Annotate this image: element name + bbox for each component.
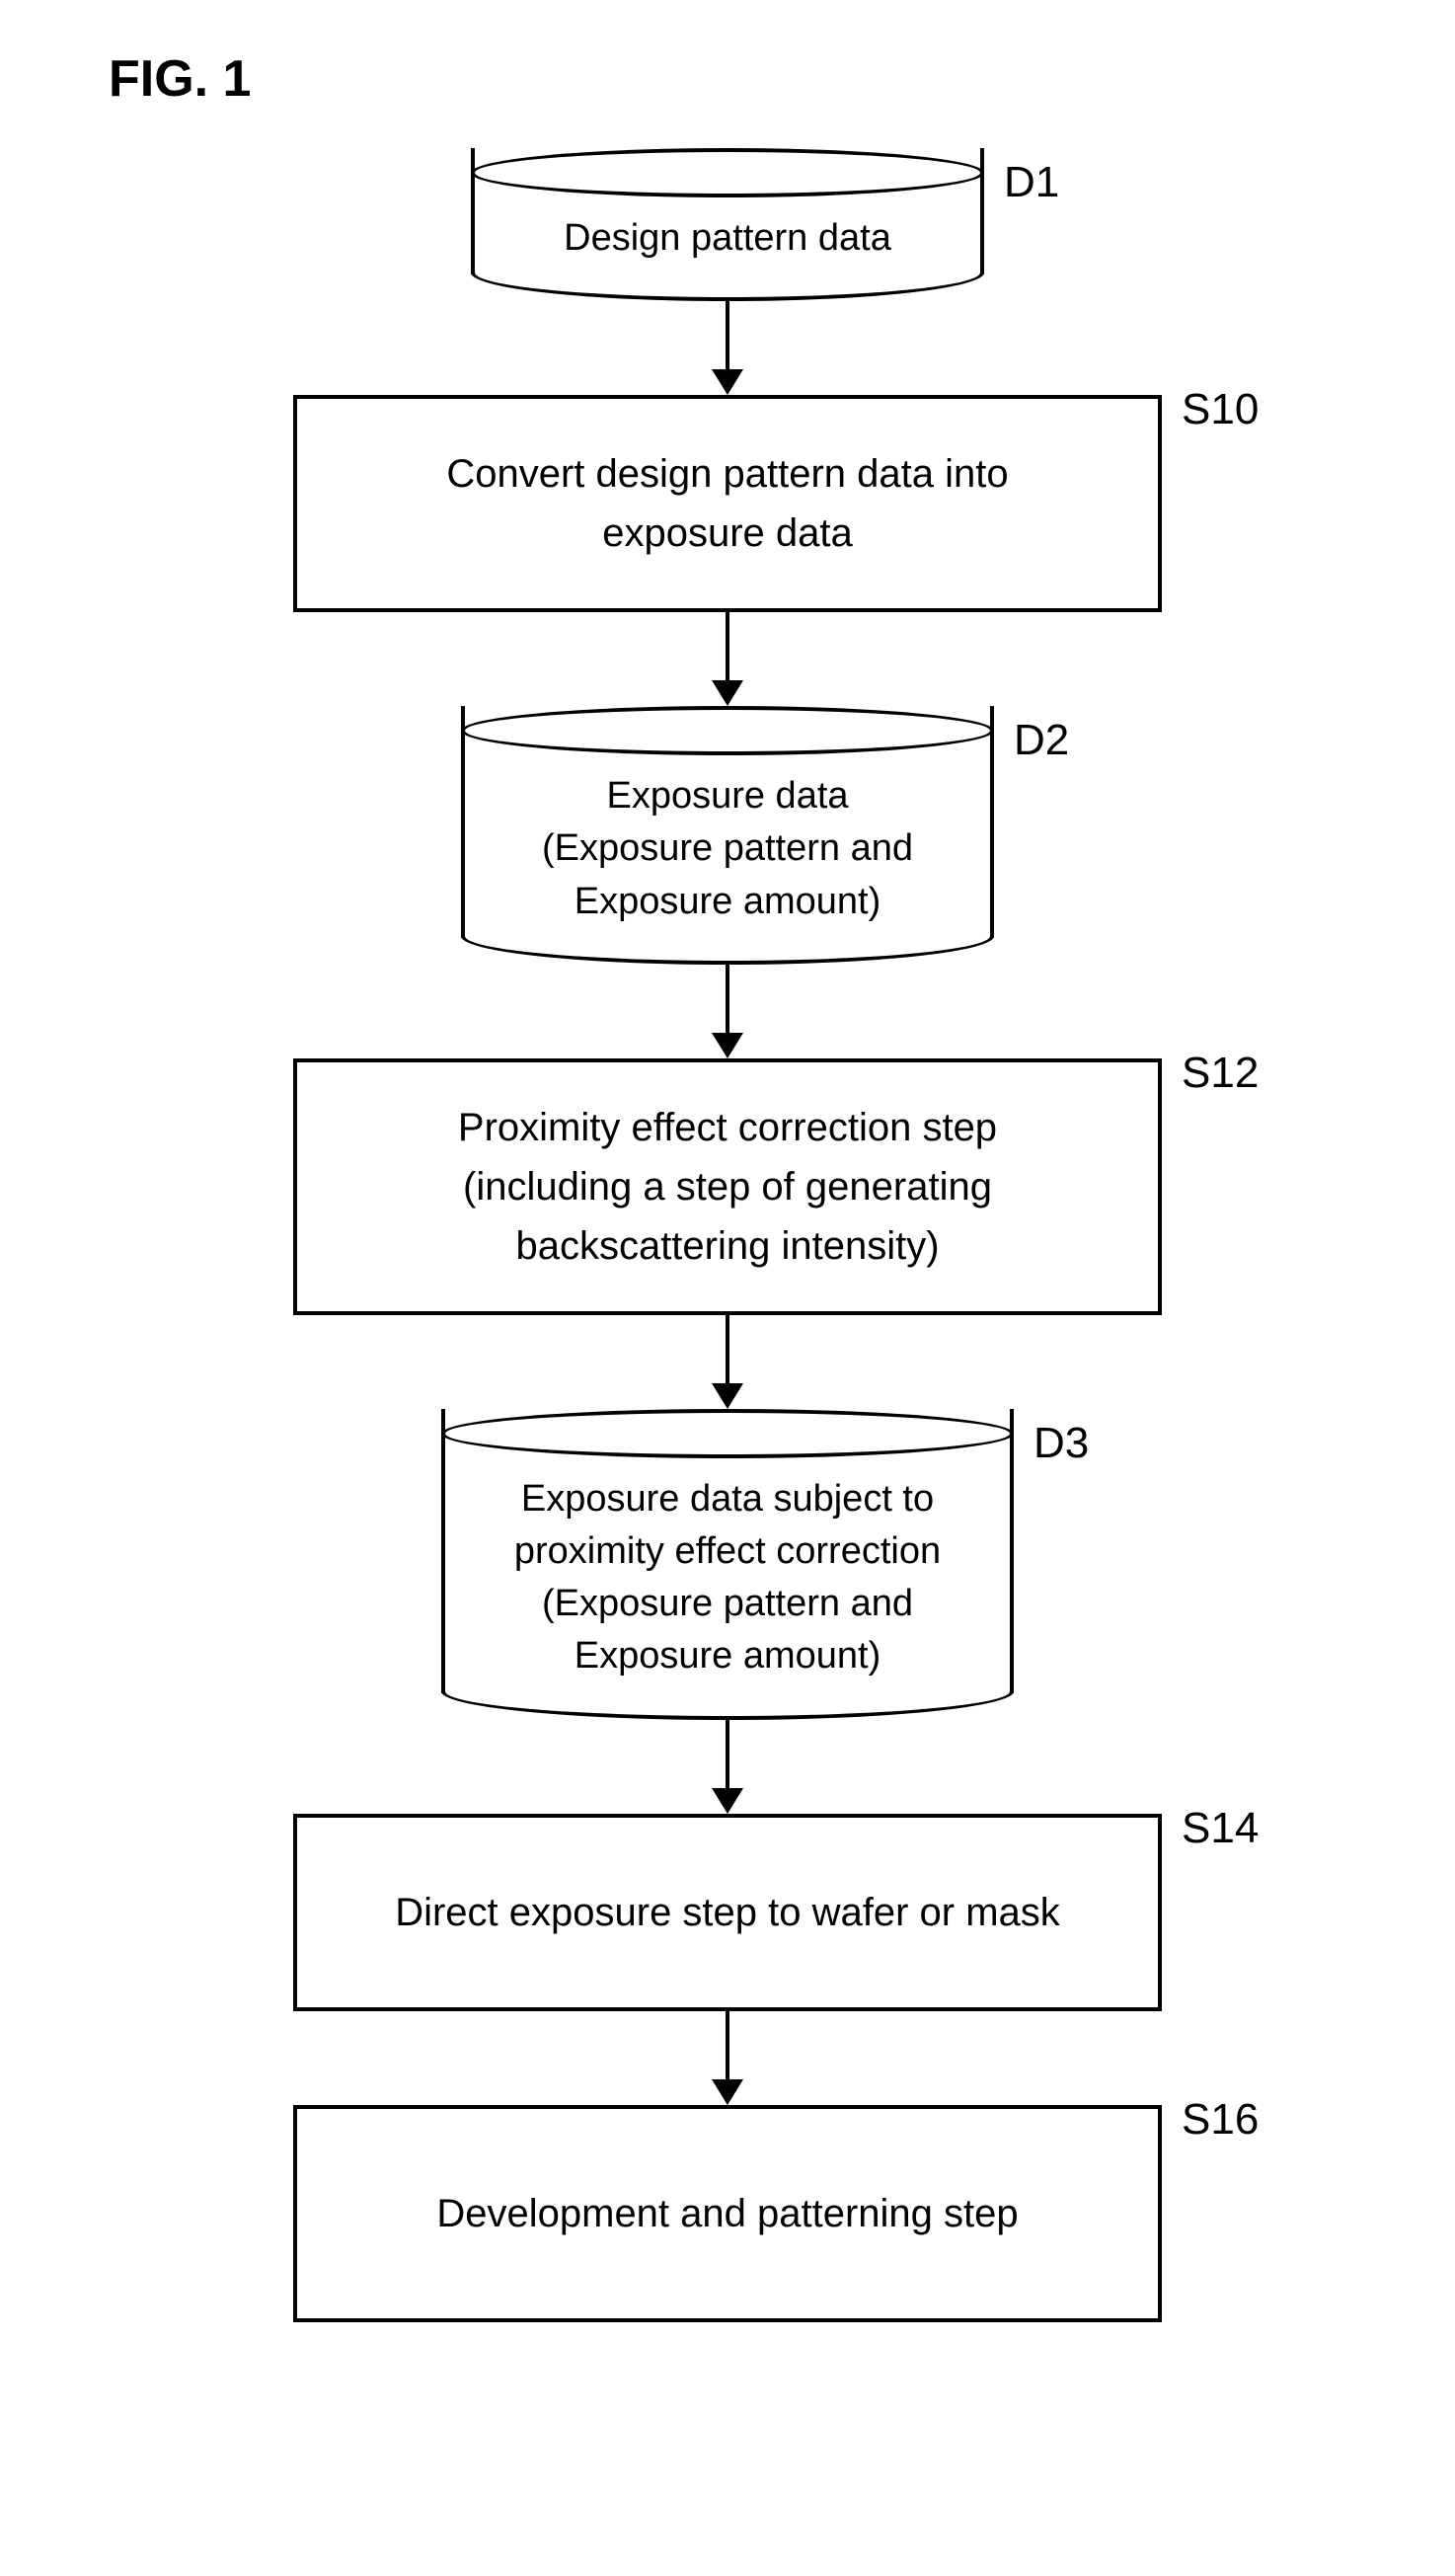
node-label: D3 [1034, 1419, 1089, 1468]
process-node-s10: Convert design pattern data intoexposure… [293, 395, 1162, 612]
node-text-line: Exposure data subject to [521, 1473, 934, 1525]
node-text-line: Exposure amount) [574, 876, 881, 928]
flow-arrow [712, 2011, 743, 2105]
node-text-line: Exposure amount) [574, 1630, 881, 1682]
node-label: S14 [1182, 1804, 1259, 1853]
node-text-line: (Exposure pattern and [542, 1578, 913, 1630]
data-node-d3: Exposure data subject toproximity effect… [441, 1409, 1014, 1720]
node-label: S16 [1182, 2095, 1259, 2145]
flow-arrow [712, 1315, 743, 1409]
node-label: D1 [1004, 158, 1059, 207]
node-text-line: Development and patterning step [436, 2184, 1018, 2243]
node-text-line: Convert design pattern data into [446, 444, 1008, 504]
data-node-d1: Design pattern dataD1 [471, 148, 984, 301]
process-node-s12: Proximity effect correction step(includi… [293, 1058, 1162, 1315]
node-label: S10 [1182, 385, 1259, 434]
node-text-line: (including a step of generating [463, 1157, 992, 1216]
flow-arrow [712, 965, 743, 1058]
flow-arrow [712, 612, 743, 706]
data-node-d2: Exposure data(Exposure pattern andExposu… [461, 706, 994, 965]
node-text-line: Exposure data [606, 770, 848, 822]
node-text-line: (Exposure pattern and [542, 822, 913, 875]
flowchart-container: Design pattern dataD1Convert design patt… [79, 148, 1376, 2322]
figure-title: FIG. 1 [109, 49, 1376, 109]
node-text-line: Proximity effect correction step [458, 1098, 997, 1157]
flow-arrow [712, 301, 743, 395]
flow-arrow [712, 1720, 743, 1814]
node-text-line: proximity effect correction [514, 1525, 941, 1578]
node-text-line: Direct exposure step to wafer or mask [395, 1883, 1060, 1942]
process-node-s16: Development and patterning stepS16 [293, 2105, 1162, 2322]
process-node-s14: Direct exposure step to wafer or maskS14 [293, 1814, 1162, 2011]
node-text-line: exposure data [602, 504, 853, 563]
node-text-line: Design pattern data [564, 212, 891, 265]
node-text-line: backscattering intensity) [515, 1216, 939, 1276]
node-label: S12 [1182, 1049, 1259, 1098]
node-label: D2 [1014, 716, 1069, 765]
